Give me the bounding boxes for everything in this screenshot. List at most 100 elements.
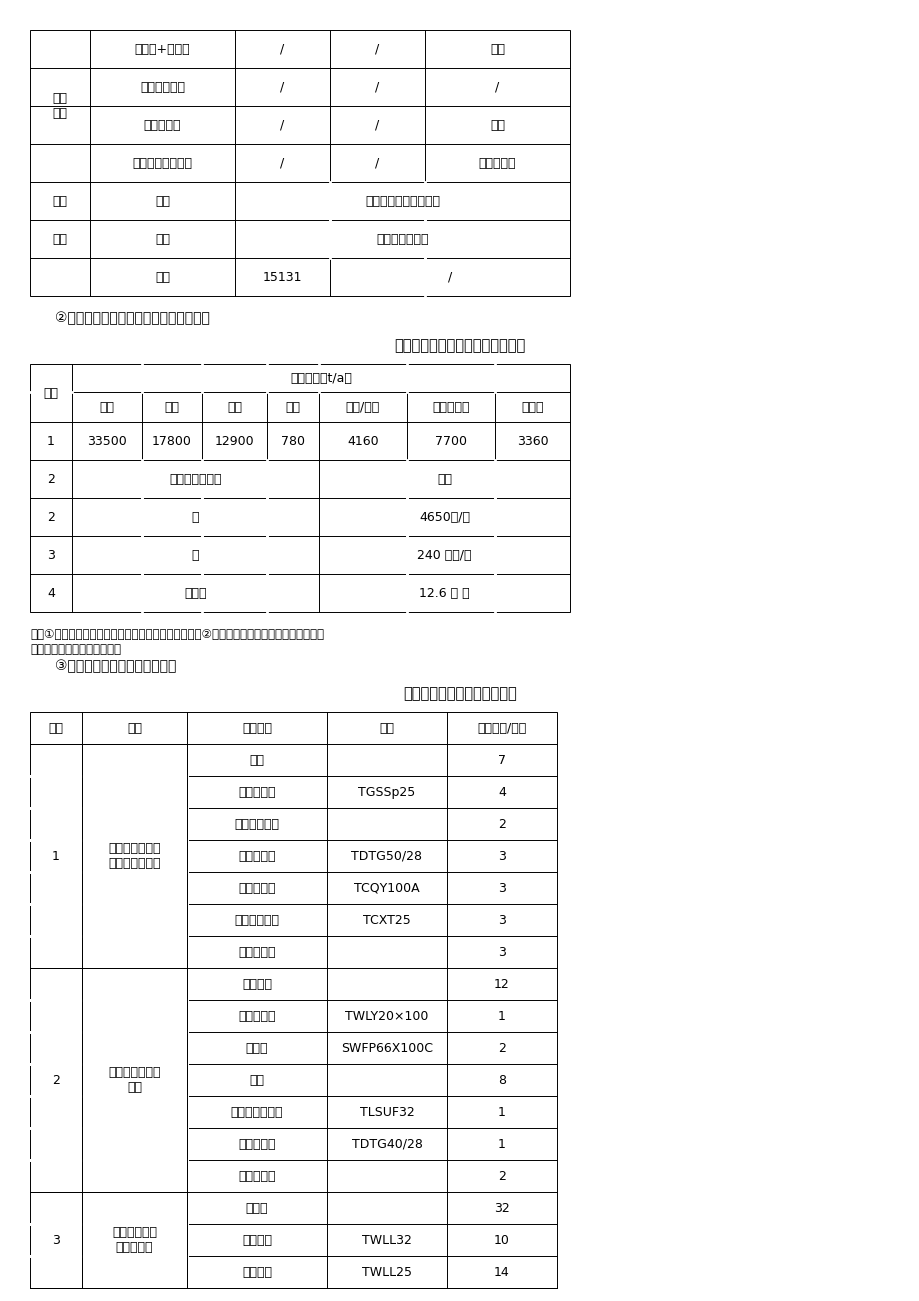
Text: 33500: 33500 xyxy=(87,435,127,448)
Text: 废气、固废: 废气、固废 xyxy=(478,156,516,169)
Text: 由市政自来水管网供给: 由市政自来水管网供给 xyxy=(365,195,439,207)
Text: 7: 7 xyxy=(497,753,505,766)
Text: 12: 12 xyxy=(494,977,509,990)
Text: 8: 8 xyxy=(497,1073,505,1086)
Text: 3: 3 xyxy=(47,549,55,562)
Text: 2: 2 xyxy=(47,510,55,523)
Bar xyxy=(30,30,570,297)
Text: TWLL25: TWLL25 xyxy=(361,1266,412,1279)
Text: 4160: 4160 xyxy=(346,435,379,448)
Text: 原料接收与清理
系统（车间一）: 原料接收与清理 系统（车间一） xyxy=(108,842,161,870)
Text: 3: 3 xyxy=(497,913,505,926)
Text: 1: 1 xyxy=(52,850,60,863)
Text: 次粉/麸皮: 次粉/麸皮 xyxy=(346,401,380,414)
Text: 天然气: 天然气 xyxy=(184,587,207,600)
Text: /: / xyxy=(280,156,284,169)
Bar xyxy=(30,364,570,611)
Text: 隔油池+化粪池: 隔油池+化粪池 xyxy=(134,43,190,56)
Text: 公用: 公用 xyxy=(52,195,67,207)
Text: 序号: 序号 xyxy=(49,722,63,735)
Text: 32: 32 xyxy=(494,1202,509,1215)
Text: ②一期项目主要原辅材料用量情况见下表: ②一期项目主要原辅材料用量情况见下表 xyxy=(55,311,210,325)
Text: 780: 780 xyxy=(280,435,305,448)
Text: 10: 10 xyxy=(494,1233,509,1246)
Text: ③一期项目主要设备情况见下表: ③一期项目主要设备情况见下表 xyxy=(55,660,176,673)
Text: 斗式提升机: 斗式提升机 xyxy=(238,850,276,863)
Text: 供水: 供水 xyxy=(154,195,170,207)
Text: 注：①其他小原料主要成分为食盐、防霉剂、石粉等；②预混料主要成分为维生素、氨基酸、
微量元素、酶制剂、钙粉等。: 注：①其他小原料主要成分为食盐、防霉剂、石粉等；②预混料主要成分为维生素、氨基酸… xyxy=(30,628,323,656)
Text: 表２一期项目主要原辅材料一览表: 表２一期项目主要原辅材料一览表 xyxy=(394,338,525,354)
Text: 2: 2 xyxy=(497,1170,505,1183)
Text: 2: 2 xyxy=(497,1042,505,1055)
Text: 大出仓机: 大出仓机 xyxy=(242,1233,272,1246)
Text: 中出仓机: 中出仓机 xyxy=(242,1266,272,1279)
Text: 料封螺旋输送机: 料封螺旋输送机 xyxy=(231,1106,283,1119)
Text: 1: 1 xyxy=(497,1137,505,1150)
Text: 待粉碎仓: 待粉碎仓 xyxy=(242,977,272,990)
Text: 17800: 17800 xyxy=(152,435,192,448)
Text: /: / xyxy=(280,43,284,56)
Text: 供电: 供电 xyxy=(154,233,170,246)
Text: 14: 14 xyxy=(494,1266,509,1279)
Text: 配料混合系统
（车间二）: 配料混合系统 （车间二） xyxy=(112,1226,157,1254)
Text: 环保
工程: 环保 工程 xyxy=(52,92,67,120)
Text: 原辅材料（t/a）: 原辅材料（t/a） xyxy=(289,372,352,385)
Text: 2: 2 xyxy=(497,817,505,830)
Text: 数量（台/套）: 数量（台/套） xyxy=(477,722,526,735)
Text: 其它小原料: 其它小原料 xyxy=(432,401,470,414)
Text: 表３一期项目主要设备一览表: 表３一期项目主要设备一览表 xyxy=(403,687,516,701)
Bar xyxy=(30,712,556,1288)
Text: 风机: 风机 xyxy=(249,1073,265,1086)
Text: 叶轮喂料器: 叶轮喂料器 xyxy=(238,1010,276,1023)
Text: 1: 1 xyxy=(47,435,55,448)
Text: 2: 2 xyxy=(47,472,55,485)
Text: TCXT25: TCXT25 xyxy=(363,913,411,926)
Text: 15131: 15131 xyxy=(263,271,302,284)
Text: 由市政电网供电: 由市政电网供电 xyxy=(376,233,428,246)
Text: 豆粕: 豆粕 xyxy=(227,401,242,414)
Text: 脉冲除尘器: 脉冲除尘器 xyxy=(238,946,276,959)
Text: 刮板输送机: 刮板输送机 xyxy=(238,786,276,799)
Text: 若干: 若干 xyxy=(437,472,451,485)
Text: TGSSp25: TGSSp25 xyxy=(358,786,415,799)
Text: 风机: 风机 xyxy=(249,753,265,766)
Text: /: / xyxy=(375,118,380,131)
Text: 工程: 工程 xyxy=(52,233,67,246)
Text: 斗式提升机: 斗式提升机 xyxy=(238,1137,276,1150)
Text: 消声减振装置: 消声减振装置 xyxy=(140,81,185,94)
Text: /: / xyxy=(494,81,499,94)
Text: 3: 3 xyxy=(497,946,505,959)
Text: 240 万度/年: 240 万度/年 xyxy=(417,549,471,562)
Text: 小麦: 小麦 xyxy=(165,401,179,414)
Text: TWLL32: TWLL32 xyxy=(362,1233,412,1246)
Text: 3: 3 xyxy=(52,1233,60,1246)
Text: SWFP66X100C: SWFP66X100C xyxy=(341,1042,433,1055)
Text: 4: 4 xyxy=(497,786,505,799)
Text: 12900: 12900 xyxy=(214,435,254,448)
Text: 4: 4 xyxy=(47,587,55,600)
Text: 油烟净化器: 油烟净化器 xyxy=(143,118,181,131)
Text: 配料仓: 配料仓 xyxy=(245,1202,268,1215)
Text: /: / xyxy=(280,81,284,94)
Text: 脉冲除尘器: 脉冲除尘器 xyxy=(238,1170,276,1183)
Text: 预混料: 预混料 xyxy=(521,401,543,414)
Text: 粉碎系统（车间
一）: 粉碎系统（车间 一） xyxy=(108,1066,161,1094)
Text: 3: 3 xyxy=(497,882,505,895)
Text: 设备名称: 设备名称 xyxy=(242,722,272,735)
Text: /: / xyxy=(448,271,451,284)
Text: 圆筒初清筛: 圆筒初清筛 xyxy=(238,882,276,895)
Text: /: / xyxy=(280,118,284,131)
Text: 电: 电 xyxy=(191,549,199,562)
Text: 永磁筒磁选机: 永磁筒磁选机 xyxy=(234,913,279,926)
Text: /: / xyxy=(375,43,380,56)
Text: 鱼粉: 鱼粉 xyxy=(285,401,301,414)
Text: 风网、脉冲除尘器: 风网、脉冲除尘器 xyxy=(132,156,192,169)
Text: TWLY20×100: TWLY20×100 xyxy=(345,1010,428,1023)
Text: 7700: 7700 xyxy=(435,435,467,448)
Text: 废气: 废气 xyxy=(490,118,505,131)
Text: 2: 2 xyxy=(52,1073,60,1086)
Text: TCQY100A: TCQY100A xyxy=(354,882,419,895)
Text: 粉碎机: 粉碎机 xyxy=(245,1042,268,1055)
Text: TDTG40/28: TDTG40/28 xyxy=(351,1137,422,1150)
Text: 1: 1 xyxy=(497,1106,505,1119)
